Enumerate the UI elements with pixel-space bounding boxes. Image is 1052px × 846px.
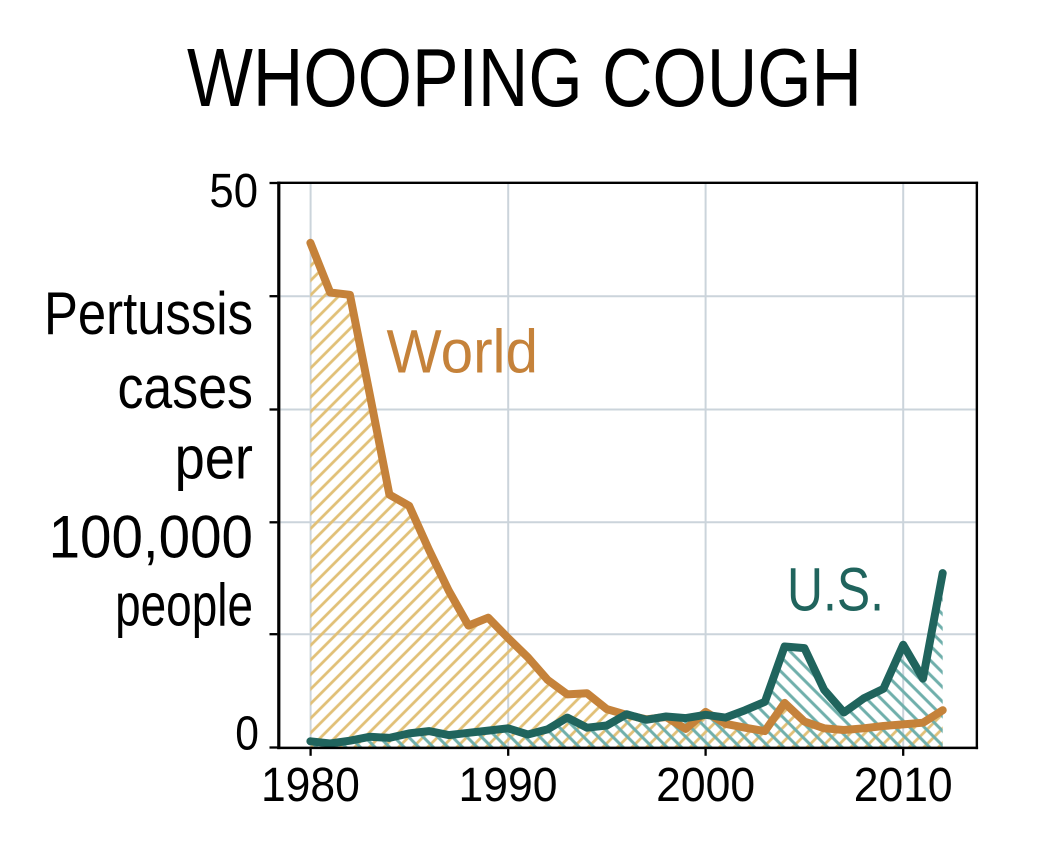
svg-text:World: World: [387, 318, 539, 386]
svg-text:U.S.: U.S.: [787, 556, 884, 624]
svg-text:cases: cases: [118, 354, 254, 421]
svg-text:Pertussis: Pertussis: [44, 280, 253, 347]
svg-text:per: per: [175, 424, 253, 491]
svg-text:0: 0: [235, 707, 259, 760]
svg-text:2010: 2010: [854, 759, 953, 812]
svg-text:2000: 2000: [656, 759, 755, 812]
svg-text:people: people: [115, 572, 253, 639]
svg-text:WHOOPING COUGH: WHOOPING COUGH: [187, 32, 862, 124]
svg-text:1980: 1980: [261, 759, 360, 812]
svg-text:50: 50: [209, 165, 258, 218]
svg-text:100,000: 100,000: [49, 504, 253, 571]
svg-text:1990: 1990: [459, 759, 558, 812]
